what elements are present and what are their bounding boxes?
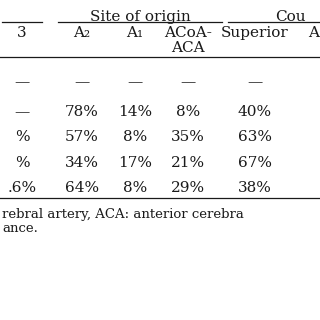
Text: 8%: 8% bbox=[123, 181, 147, 195]
Text: Site of origin: Site of origin bbox=[90, 10, 190, 24]
Text: ance.: ance. bbox=[2, 222, 38, 235]
Text: 29%: 29% bbox=[171, 181, 205, 195]
Text: —: — bbox=[247, 75, 263, 89]
Text: A₁: A₁ bbox=[126, 26, 144, 40]
Text: Cou: Cou bbox=[275, 10, 305, 24]
Text: 3: 3 bbox=[17, 26, 27, 40]
Text: 35%: 35% bbox=[171, 130, 205, 144]
Text: 14%: 14% bbox=[118, 105, 152, 119]
Text: 38%: 38% bbox=[238, 181, 272, 195]
Text: —: — bbox=[180, 75, 196, 89]
Text: 63%: 63% bbox=[238, 130, 272, 144]
Text: 57%: 57% bbox=[65, 130, 99, 144]
Text: A₂: A₂ bbox=[73, 26, 91, 40]
Text: rebral artery, ACA: anterior cerebra: rebral artery, ACA: anterior cerebra bbox=[2, 208, 244, 221]
Text: 21%: 21% bbox=[171, 156, 205, 170]
Text: 64%: 64% bbox=[65, 181, 99, 195]
Text: 78%: 78% bbox=[65, 105, 99, 119]
Text: 8%: 8% bbox=[176, 105, 200, 119]
Text: —: — bbox=[127, 75, 143, 89]
Text: —: — bbox=[74, 75, 90, 89]
Text: 40%: 40% bbox=[238, 105, 272, 119]
Text: 67%: 67% bbox=[238, 156, 272, 170]
Text: 34%: 34% bbox=[65, 156, 99, 170]
Text: %: % bbox=[15, 130, 29, 144]
Text: —: — bbox=[14, 75, 30, 89]
Text: ACoA-
ACA: ACoA- ACA bbox=[164, 26, 212, 55]
Text: 17%: 17% bbox=[118, 156, 152, 170]
Text: .6%: .6% bbox=[7, 181, 36, 195]
Text: —: — bbox=[14, 105, 30, 119]
Text: 8%: 8% bbox=[123, 130, 147, 144]
Text: A: A bbox=[308, 26, 319, 40]
Text: %: % bbox=[15, 156, 29, 170]
Text: Superior: Superior bbox=[221, 26, 289, 40]
